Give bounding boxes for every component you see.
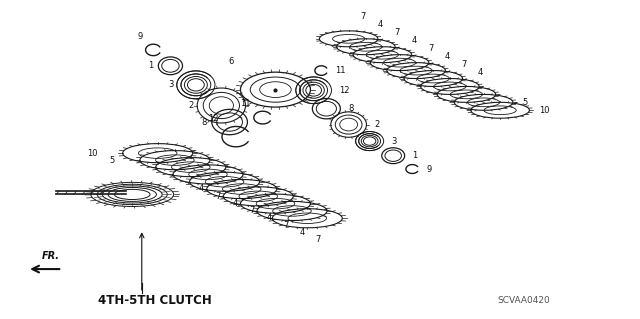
Text: 3: 3 [391, 137, 397, 145]
Text: 4: 4 [478, 68, 483, 77]
Text: 7: 7 [284, 221, 289, 230]
Text: 8: 8 [202, 117, 207, 127]
Text: 11: 11 [240, 99, 251, 108]
Text: 5: 5 [522, 98, 527, 107]
Text: 4: 4 [445, 52, 451, 61]
Text: 7: 7 [250, 206, 255, 215]
Text: 4: 4 [378, 20, 383, 29]
Text: 7: 7 [360, 12, 365, 21]
Text: 4: 4 [232, 199, 237, 208]
Text: 10: 10 [87, 149, 97, 158]
Text: 7: 7 [461, 60, 467, 69]
Text: 10: 10 [539, 106, 550, 115]
Text: 4TH-5TH CLUTCH: 4TH-5TH CLUTCH [98, 294, 211, 307]
Text: 7: 7 [428, 44, 433, 53]
Text: 7: 7 [315, 235, 321, 244]
Text: 2: 2 [189, 101, 194, 110]
Text: 6: 6 [228, 57, 234, 66]
Text: 11: 11 [335, 66, 346, 75]
Text: 1: 1 [412, 151, 417, 160]
Text: 12: 12 [339, 86, 349, 95]
Text: SCVAA0420: SCVAA0420 [497, 296, 550, 305]
Text: 12: 12 [208, 114, 219, 123]
Text: 9: 9 [426, 165, 431, 174]
Text: 2: 2 [374, 120, 380, 129]
Text: 4: 4 [300, 228, 305, 237]
Text: 5: 5 [109, 156, 115, 165]
Text: 7: 7 [394, 28, 399, 37]
Text: 4: 4 [266, 213, 271, 222]
Text: FR.: FR. [42, 251, 60, 262]
Text: 9: 9 [137, 32, 143, 41]
Text: 8: 8 [348, 104, 353, 113]
Text: 4: 4 [198, 184, 204, 193]
Text: 7: 7 [216, 192, 221, 201]
Text: 3: 3 [168, 80, 173, 89]
Text: 1: 1 [148, 61, 153, 70]
Text: 4: 4 [412, 36, 417, 45]
